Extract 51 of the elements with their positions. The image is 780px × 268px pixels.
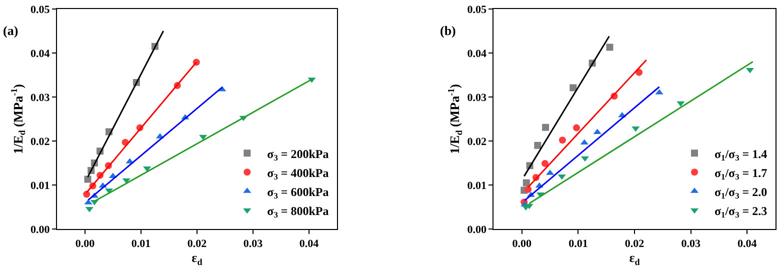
point [606,44,614,51]
y-tick-label: 0.01 [467,180,487,192]
y-tick-label: 0.05 [467,4,488,16]
text: (a) [3,23,18,38]
legend-label: σ$_{1}$/σ$_{3}$ = 1.4 [714,146,768,162]
y-tick-label: 0.02 [30,136,50,148]
legend-label: σ$_{3}$ = 200kPa [267,146,329,162]
point [558,174,566,180]
y-tick-label: 0.00 [467,224,488,236]
x-tick-label: 0.02 [187,238,208,250]
y-tick-label: 0.04 [467,48,488,60]
legend-label: σ$_{1}$/σ$_{3}$ = 2.0 [714,184,768,200]
legend-label: σ$_{3}$ = 800kPa [267,204,329,220]
y-tick-label: 0.03 [30,92,50,104]
text: (b) [440,23,456,38]
x-axis-title: ε$_{d}$ [629,250,640,267]
legend-label: σ$_{3}$ = 600kPa [267,184,329,200]
point [525,204,534,210]
point [122,178,130,184]
point [558,136,566,144]
point [199,134,208,140]
x-tick-label: 0.00 [512,238,532,250]
y-tick-label: 0.01 [30,180,50,192]
point [524,186,532,193]
legend-label: σ$_{1}$/σ$_{3}$ = 2.3 [714,204,768,220]
point [632,126,640,132]
y-tick-label: 0.00 [30,224,50,236]
x-tick-label: 0.01 [568,238,588,250]
point [522,179,530,186]
legend-label: σ$_{1}$/σ$_{3}$ = 1.7 [714,166,768,182]
y-tick-label: 0.02 [467,136,488,148]
point [573,124,580,132]
x-tick-label: 0.01 [131,238,151,250]
x-tick-label: 0.04 [299,238,320,250]
point [542,124,550,131]
legend-label: σ$_{3}$ = 400kPa [267,166,329,182]
y-tick-label: 0.05 [30,4,50,16]
x-tick-label: 0.00 [75,238,96,250]
y-tick-label: 0.03 [467,92,488,104]
point [580,139,588,145]
y-tick-label: 0.04 [30,48,50,60]
x-tick-label: 0.03 [681,238,701,250]
point [570,84,577,92]
point [676,101,685,107]
x-axis-title: ε$_{d}$ [192,250,202,267]
x-tick-label: 0.04 [738,238,758,250]
point [534,142,542,149]
x-tick-label: 0.02 [624,238,645,250]
x-tick-label: 0.03 [243,238,264,250]
point [84,176,92,183]
point [541,160,548,167]
